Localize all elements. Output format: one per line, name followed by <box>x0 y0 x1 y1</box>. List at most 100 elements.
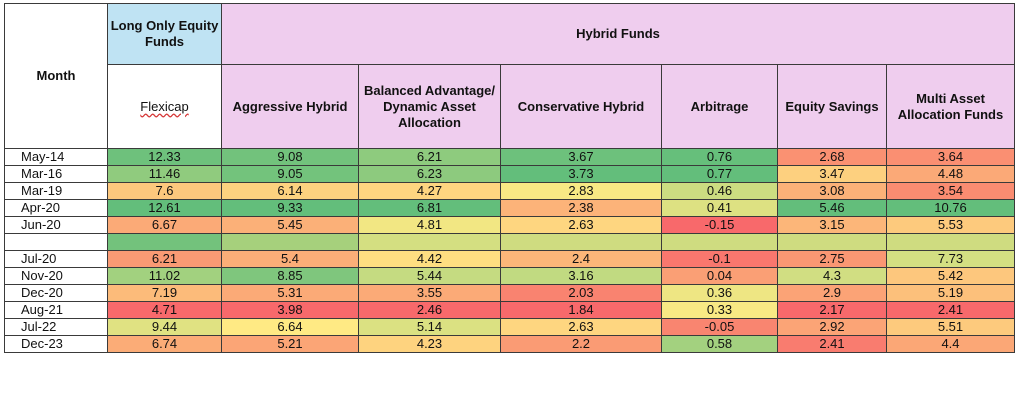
value-cell: 2.46 <box>358 301 501 319</box>
value-cell: 2.92 <box>777 318 887 336</box>
hybrid-funds-group-header: Hybrid Funds <box>221 3 1015 65</box>
value-cell: 3.16 <box>500 267 662 285</box>
value-cell: 3.54 <box>886 182 1015 200</box>
value-cell: 1.84 <box>500 301 662 319</box>
fund-returns-table: Month Long Only Equity Funds Hybrid Fund… <box>4 3 1015 353</box>
table-row: Jul-20 6.21 5.4 4.42 2.4 -0.1 2.75 7.73 <box>4 250 1015 268</box>
month-column-header: Month <box>4 3 108 149</box>
table-row: Dec-23 6.74 5.21 4.23 2.2 0.58 2.41 4.4 <box>4 335 1015 353</box>
value-cell <box>107 233 222 251</box>
value-cell: 2.68 <box>777 148 887 166</box>
value-cell: 6.14 <box>221 182 359 200</box>
value-cell: 4.42 <box>358 250 501 268</box>
table-row: Mar-16 11.46 9.05 6.23 3.73 0.77 3.47 4.48 <box>4 165 1015 183</box>
value-cell <box>661 233 778 251</box>
value-cell: 0.46 <box>661 182 778 200</box>
table-row: Nov-20 11.02 8.85 5.44 3.16 0.04 4.3 5.42 <box>4 267 1015 285</box>
month-cell: Nov-20 <box>4 267 108 285</box>
table-row: Aug-21 4.71 3.98 2.46 1.84 0.33 2.17 2.41 <box>4 301 1015 319</box>
value-cell: 9.05 <box>221 165 359 183</box>
value-cell: 4.81 <box>358 216 501 234</box>
month-cell: Mar-16 <box>4 165 108 183</box>
value-cell: 3.98 <box>221 301 359 319</box>
value-cell: 2.9 <box>777 284 887 302</box>
table-row: Dec-20 7.19 5.31 3.55 2.03 0.36 2.9 5.19 <box>4 284 1015 302</box>
value-cell: 4.3 <box>777 267 887 285</box>
value-cell: 2.2 <box>500 335 662 353</box>
table-row: Mar-19 7.6 6.14 4.27 2.83 0.46 3.08 3.54 <box>4 182 1015 200</box>
value-cell: 0.41 <box>661 199 778 217</box>
arbitrage-column-header: Arbitrage <box>661 64 778 149</box>
value-cell <box>777 233 887 251</box>
value-cell: 6.21 <box>107 250 222 268</box>
value-cell: 5.21 <box>221 335 359 353</box>
aggressive-hybrid-column-header: Aggressive Hybrid <box>221 64 359 149</box>
value-cell: 0.33 <box>661 301 778 319</box>
month-cell: Jul-22 <box>4 318 108 336</box>
table-row: May-14 12.33 9.08 6.21 3.67 0.76 2.68 3.64 <box>4 148 1015 166</box>
value-cell: 11.02 <box>107 267 222 285</box>
value-cell <box>358 233 501 251</box>
value-cell: 2.17 <box>777 301 887 319</box>
value-cell: 2.03 <box>500 284 662 302</box>
equity-savings-column-header: Equity Savings <box>777 64 887 149</box>
month-cell: Mar-19 <box>4 182 108 200</box>
value-cell: 5.46 <box>777 199 887 217</box>
table-row <box>4 233 1015 251</box>
value-cell: 5.42 <box>886 267 1015 285</box>
value-cell: 12.61 <box>107 199 222 217</box>
value-cell: 5.14 <box>358 318 501 336</box>
value-cell: 7.73 <box>886 250 1015 268</box>
flexicap-column-header: Flexicap <box>107 64 222 149</box>
value-cell: 3.47 <box>777 165 887 183</box>
value-cell: 2.4 <box>500 250 662 268</box>
value-cell: 3.08 <box>777 182 887 200</box>
table-row: Apr-20 12.61 9.33 6.81 2.38 0.41 5.46 10.76 <box>4 199 1015 217</box>
value-cell: 6.74 <box>107 335 222 353</box>
value-cell <box>886 233 1015 251</box>
month-cell: May-14 <box>4 148 108 166</box>
value-cell: 11.46 <box>107 165 222 183</box>
value-cell: 6.67 <box>107 216 222 234</box>
value-cell: 3.73 <box>500 165 662 183</box>
value-cell: 9.44 <box>107 318 222 336</box>
value-cell: 4.4 <box>886 335 1015 353</box>
fund-returns-table-container: Month Long Only Equity Funds Hybrid Fund… <box>4 3 1015 353</box>
value-cell: 0.36 <box>661 284 778 302</box>
value-cell: 0.58 <box>661 335 778 353</box>
value-cell: 3.64 <box>886 148 1015 166</box>
balanced-advantage-column-header: Balanced Advantage/ Dynamic Asset Alloca… <box>358 64 501 149</box>
equity-funds-group-header: Long Only Equity Funds <box>107 3 222 65</box>
value-cell: -0.05 <box>661 318 778 336</box>
value-cell: 10.76 <box>886 199 1015 217</box>
month-cell: Aug-21 <box>4 301 108 319</box>
month-cell: Apr-20 <box>4 199 108 217</box>
value-cell <box>221 233 359 251</box>
flexicap-header-label: Flexicap <box>140 98 189 114</box>
table-row: Jun-20 6.67 5.45 4.81 2.63 -0.15 3.15 5.53 <box>4 216 1015 234</box>
month-cell: Dec-20 <box>4 284 108 302</box>
value-cell: 0.04 <box>661 267 778 285</box>
value-cell: -0.15 <box>661 216 778 234</box>
value-cell: 2.63 <box>500 216 662 234</box>
value-cell: 6.64 <box>221 318 359 336</box>
value-cell: 12.33 <box>107 148 222 166</box>
value-cell: 4.23 <box>358 335 501 353</box>
value-cell: 7.19 <box>107 284 222 302</box>
table-body: May-14 12.33 9.08 6.21 3.67 0.76 2.68 3.64 Mar-1… <box>4 148 1015 353</box>
value-cell: 5.4 <box>221 250 359 268</box>
value-cell: 8.85 <box>221 267 359 285</box>
month-cell: Jun-20 <box>4 216 108 234</box>
value-cell: 0.76 <box>661 148 778 166</box>
value-cell: 2.38 <box>500 199 662 217</box>
value-cell: 0.77 <box>661 165 778 183</box>
value-cell: 5.51 <box>886 318 1015 336</box>
value-cell: 5.31 <box>221 284 359 302</box>
value-cell: 3.15 <box>777 216 887 234</box>
value-cell: 5.44 <box>358 267 501 285</box>
value-cell: 2.75 <box>777 250 887 268</box>
value-cell: 6.23 <box>358 165 501 183</box>
value-cell: 6.21 <box>358 148 501 166</box>
conservative-hybrid-column-header: Conservative Hybrid <box>500 64 662 149</box>
month-cell: Dec-23 <box>4 335 108 353</box>
